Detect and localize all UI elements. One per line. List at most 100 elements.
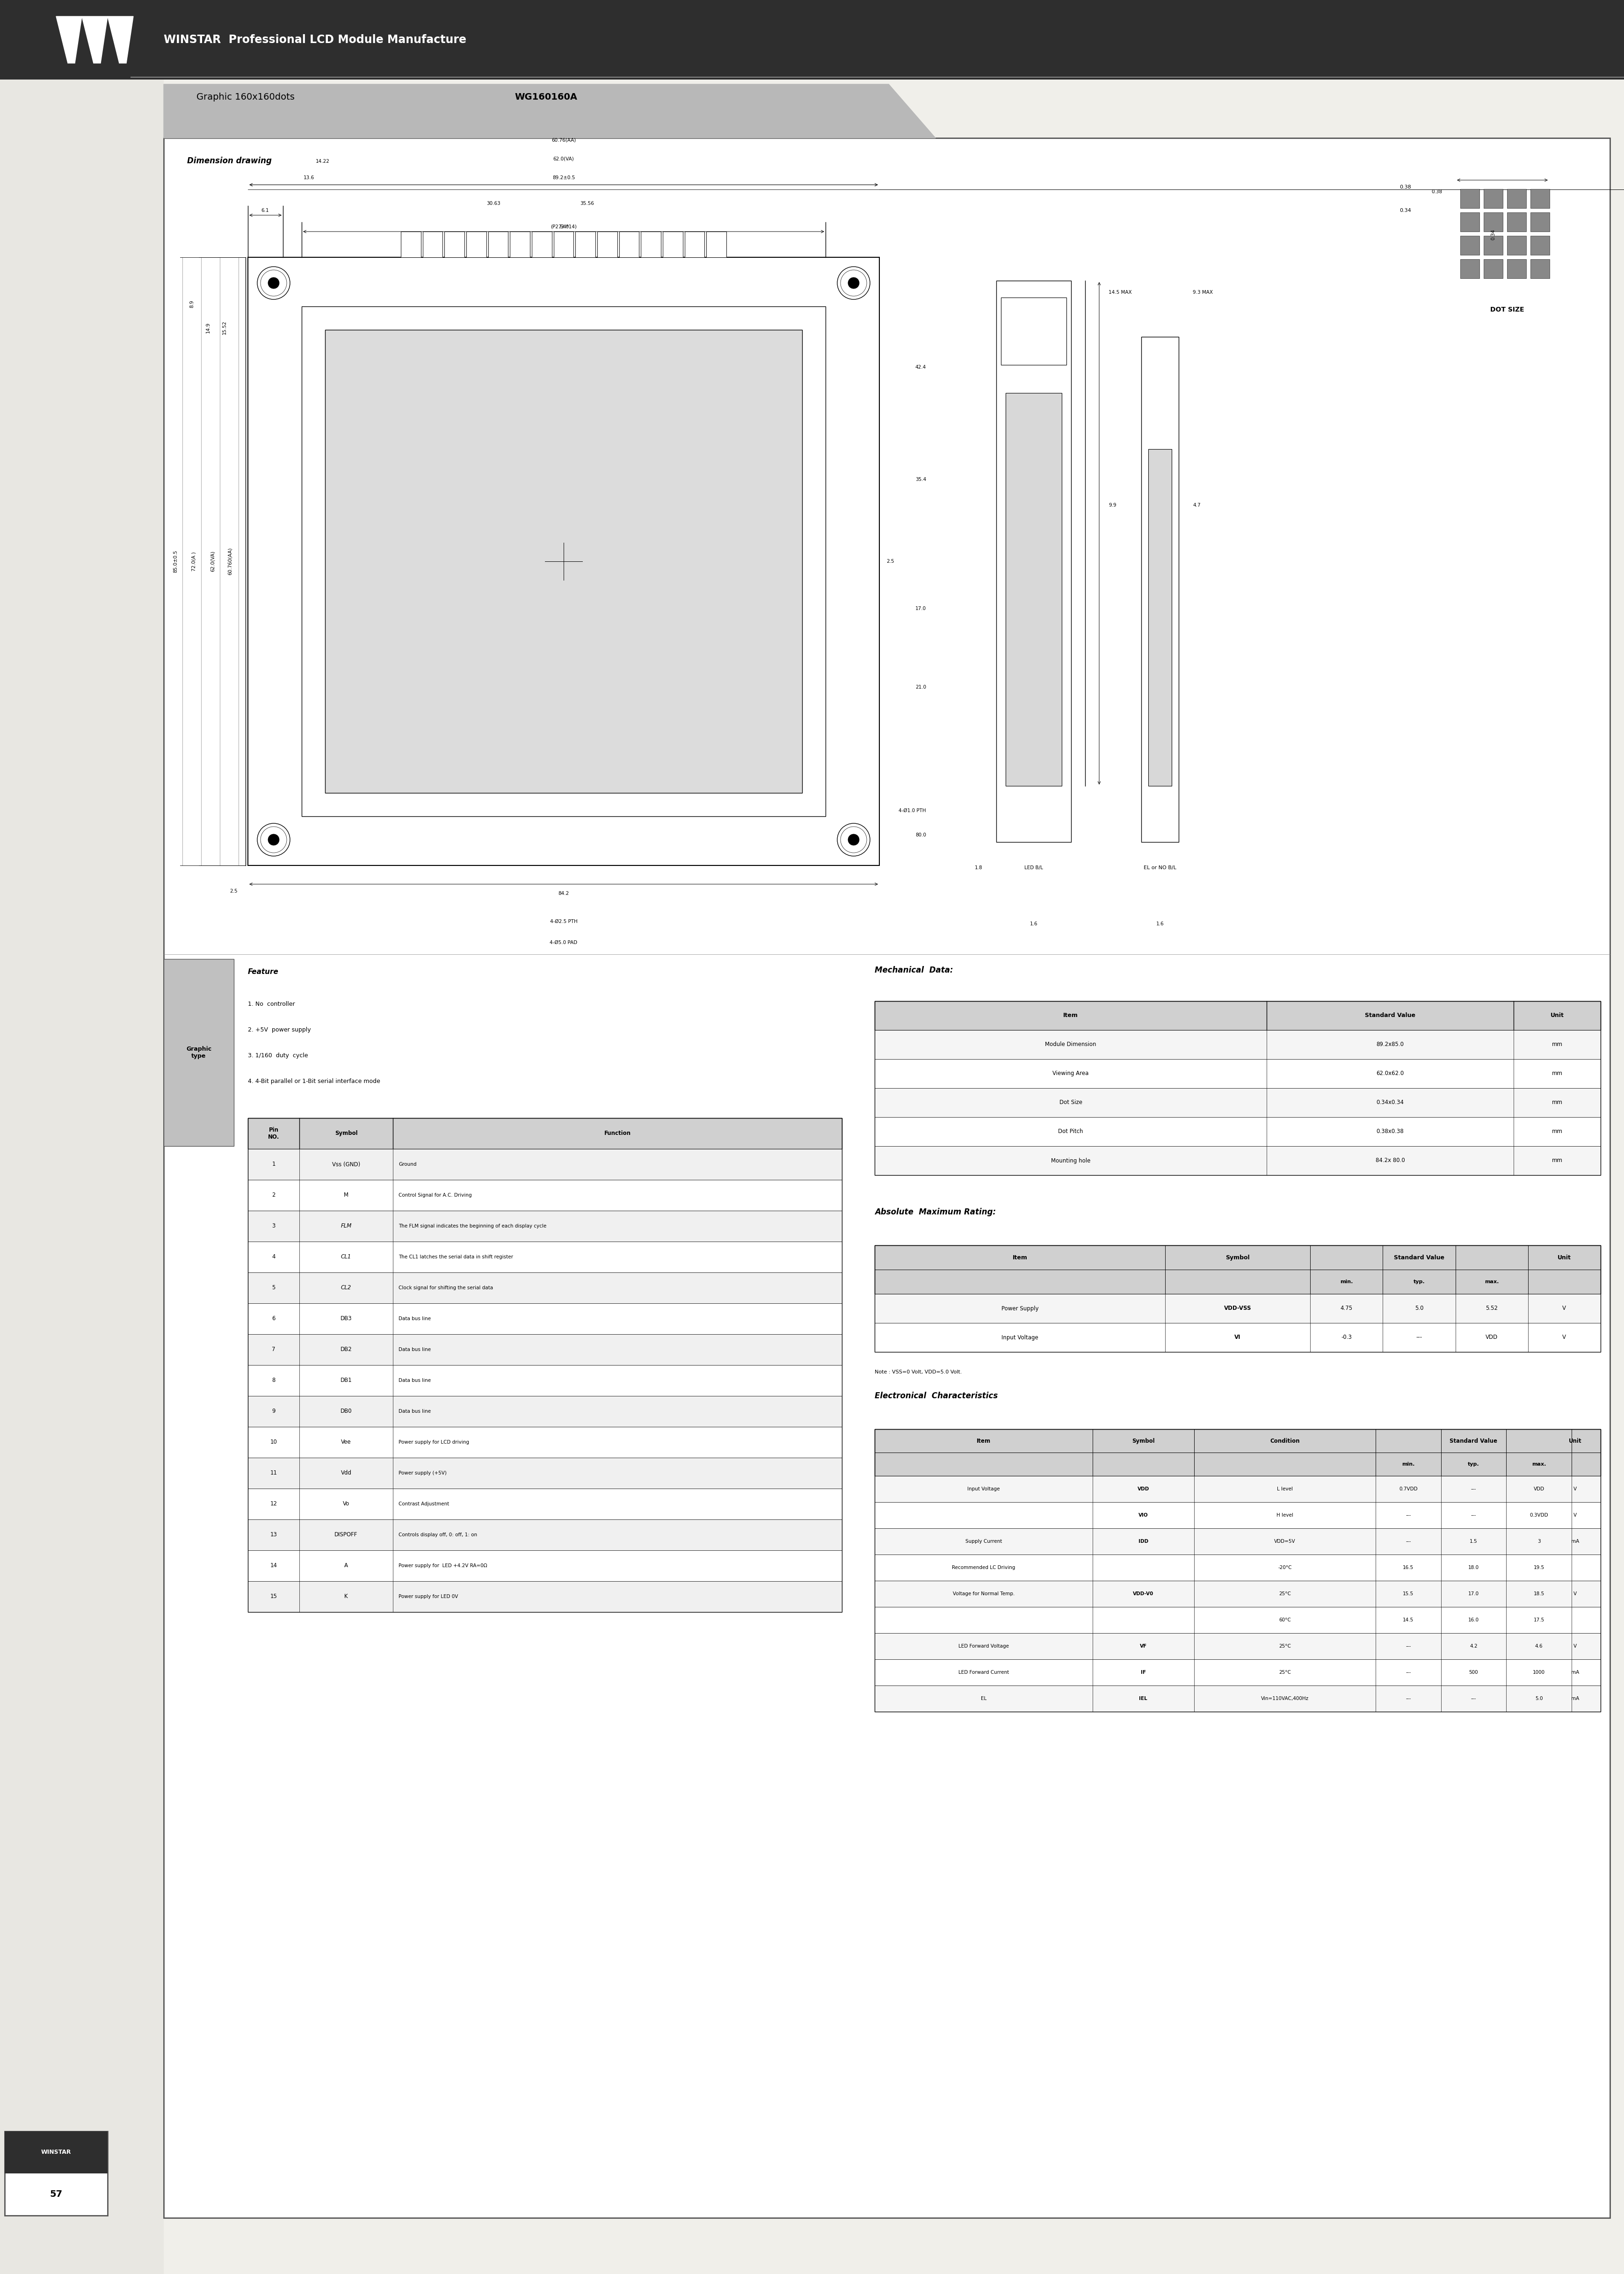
Text: 6: 6: [271, 1317, 276, 1321]
Bar: [466, 232, 486, 257]
Text: A: A: [344, 1562, 348, 1569]
Text: 62.0x62.0: 62.0x62.0: [1376, 1071, 1405, 1076]
Circle shape: [268, 835, 279, 846]
Circle shape: [848, 835, 859, 846]
Bar: [248, 1119, 841, 1612]
Text: 60°C: 60°C: [1278, 1617, 1291, 1621]
Bar: [875, 1246, 1601, 1294]
Text: Input Voltage: Input Voltage: [968, 1487, 1000, 1492]
Bar: [248, 1273, 841, 1303]
Text: Unit: Unit: [1551, 1012, 1564, 1019]
Text: ---: ---: [1406, 1669, 1411, 1674]
Text: 15: 15: [270, 1594, 278, 1599]
Bar: [996, 280, 1072, 841]
Text: 2: 2: [271, 1192, 276, 1198]
Bar: [248, 1364, 841, 1396]
Text: 62.0(VA): 62.0(VA): [211, 550, 214, 571]
Text: Graphic 160x160dots: Graphic 160x160dots: [197, 93, 297, 102]
Text: V: V: [1574, 1592, 1577, 1596]
Text: Data bus line: Data bus line: [398, 1378, 430, 1383]
Bar: [422, 232, 443, 257]
Text: 9: 9: [271, 1408, 276, 1414]
Text: mm: mm: [1551, 1041, 1562, 1048]
Text: DB1: DB1: [341, 1378, 352, 1383]
Bar: [5, 2131, 107, 2215]
Text: 73.0: 73.0: [559, 225, 568, 230]
Bar: [619, 232, 640, 257]
Bar: [554, 232, 573, 257]
Text: Vee: Vee: [341, 1439, 351, 1446]
Text: 4-Ø1.0 PTH: 4-Ø1.0 PTH: [898, 807, 926, 814]
Text: K: K: [344, 1594, 348, 1599]
Text: Vo: Vo: [343, 1501, 349, 1508]
Bar: [0, 0, 164, 2274]
Text: Standard Value: Standard Value: [1393, 1255, 1444, 1260]
Text: 8.9: 8.9: [190, 300, 195, 307]
Text: 1: 1: [271, 1162, 276, 1167]
Text: Mounting hole: Mounting hole: [1051, 1157, 1090, 1164]
Bar: [1530, 211, 1549, 232]
Bar: [1460, 259, 1479, 277]
Bar: [875, 1323, 1601, 1353]
Text: Mechanical  Data:: Mechanical Data:: [875, 966, 953, 976]
Text: WG160160A: WG160160A: [515, 93, 577, 102]
Text: IDD: IDD: [1138, 1539, 1148, 1544]
Bar: [663, 232, 682, 257]
Text: Vss (GND): Vss (GND): [331, 1162, 361, 1167]
Text: Electronical  Characteristics: Electronical Characteristics: [875, 1392, 997, 1401]
Bar: [248, 1580, 841, 1612]
Text: 1.8: 1.8: [974, 866, 983, 871]
Text: 500: 500: [1470, 1669, 1478, 1674]
Circle shape: [268, 277, 279, 289]
Text: 14.5: 14.5: [1403, 1617, 1413, 1621]
Bar: [248, 1242, 841, 1273]
Bar: [248, 1180, 841, 1210]
Bar: [598, 232, 617, 257]
Text: Standard Value: Standard Value: [1364, 1012, 1416, 1019]
Text: Supply Current: Supply Current: [965, 1539, 1002, 1544]
Text: min.: min.: [1340, 1280, 1353, 1285]
Bar: [875, 1503, 1601, 1528]
Text: WINSTAR  Professional LCD Module Manufacture: WINSTAR Professional LCD Module Manufact…: [164, 34, 466, 45]
Bar: [1507, 236, 1527, 255]
Text: 15.5: 15.5: [1403, 1592, 1413, 1596]
Bar: [706, 232, 726, 257]
Text: CL2: CL2: [341, 1285, 351, 1292]
Text: 5.0: 5.0: [1535, 1696, 1543, 1701]
Bar: [875, 1001, 1601, 1176]
Text: 4.2: 4.2: [1470, 1644, 1478, 1649]
Text: 17.0: 17.0: [1468, 1592, 1479, 1596]
Text: 14.22: 14.22: [315, 159, 330, 164]
Bar: [302, 307, 825, 816]
Text: Pin
NO.: Pin NO.: [268, 1128, 279, 1139]
Text: DB3: DB3: [341, 1317, 352, 1321]
Text: 11: 11: [270, 1469, 278, 1476]
Text: Module Dimension: Module Dimension: [1046, 1041, 1096, 1048]
Bar: [1484, 211, 1502, 232]
Text: VDD-VSS: VDD-VSS: [1224, 1305, 1252, 1312]
Text: Standard Value: Standard Value: [1450, 1437, 1497, 1444]
Text: V: V: [1574, 1512, 1577, 1517]
Text: mm: mm: [1551, 1157, 1562, 1164]
Bar: [248, 1519, 841, 1551]
Text: 4-Ø5.0 PAD: 4-Ø5.0 PAD: [551, 939, 578, 946]
Text: Item: Item: [1012, 1255, 1028, 1260]
Text: DOT SIZE: DOT SIZE: [1491, 307, 1523, 314]
Text: 3: 3: [1538, 1539, 1541, 1544]
Text: DB0: DB0: [341, 1408, 352, 1414]
Bar: [875, 1555, 1601, 1580]
Text: mA: mA: [1570, 1539, 1579, 1544]
Text: mm: mm: [1551, 1128, 1562, 1135]
Bar: [1484, 259, 1502, 277]
Bar: [401, 232, 421, 257]
Bar: [875, 1528, 1601, 1555]
Bar: [875, 1660, 1601, 1685]
Bar: [248, 1210, 841, 1242]
Text: 1.6: 1.6: [1156, 921, 1164, 926]
Text: 85.0±0.5: 85.0±0.5: [174, 550, 177, 573]
Text: 9.3 MAX: 9.3 MAX: [1192, 291, 1213, 296]
Bar: [248, 1458, 841, 1489]
Text: Note : VSS=0 Volt, VDD=5.0 Volt.: Note : VSS=0 Volt, VDD=5.0 Volt.: [875, 1369, 961, 1373]
Bar: [1005, 393, 1062, 787]
Text: Unit: Unit: [1569, 1437, 1582, 1444]
